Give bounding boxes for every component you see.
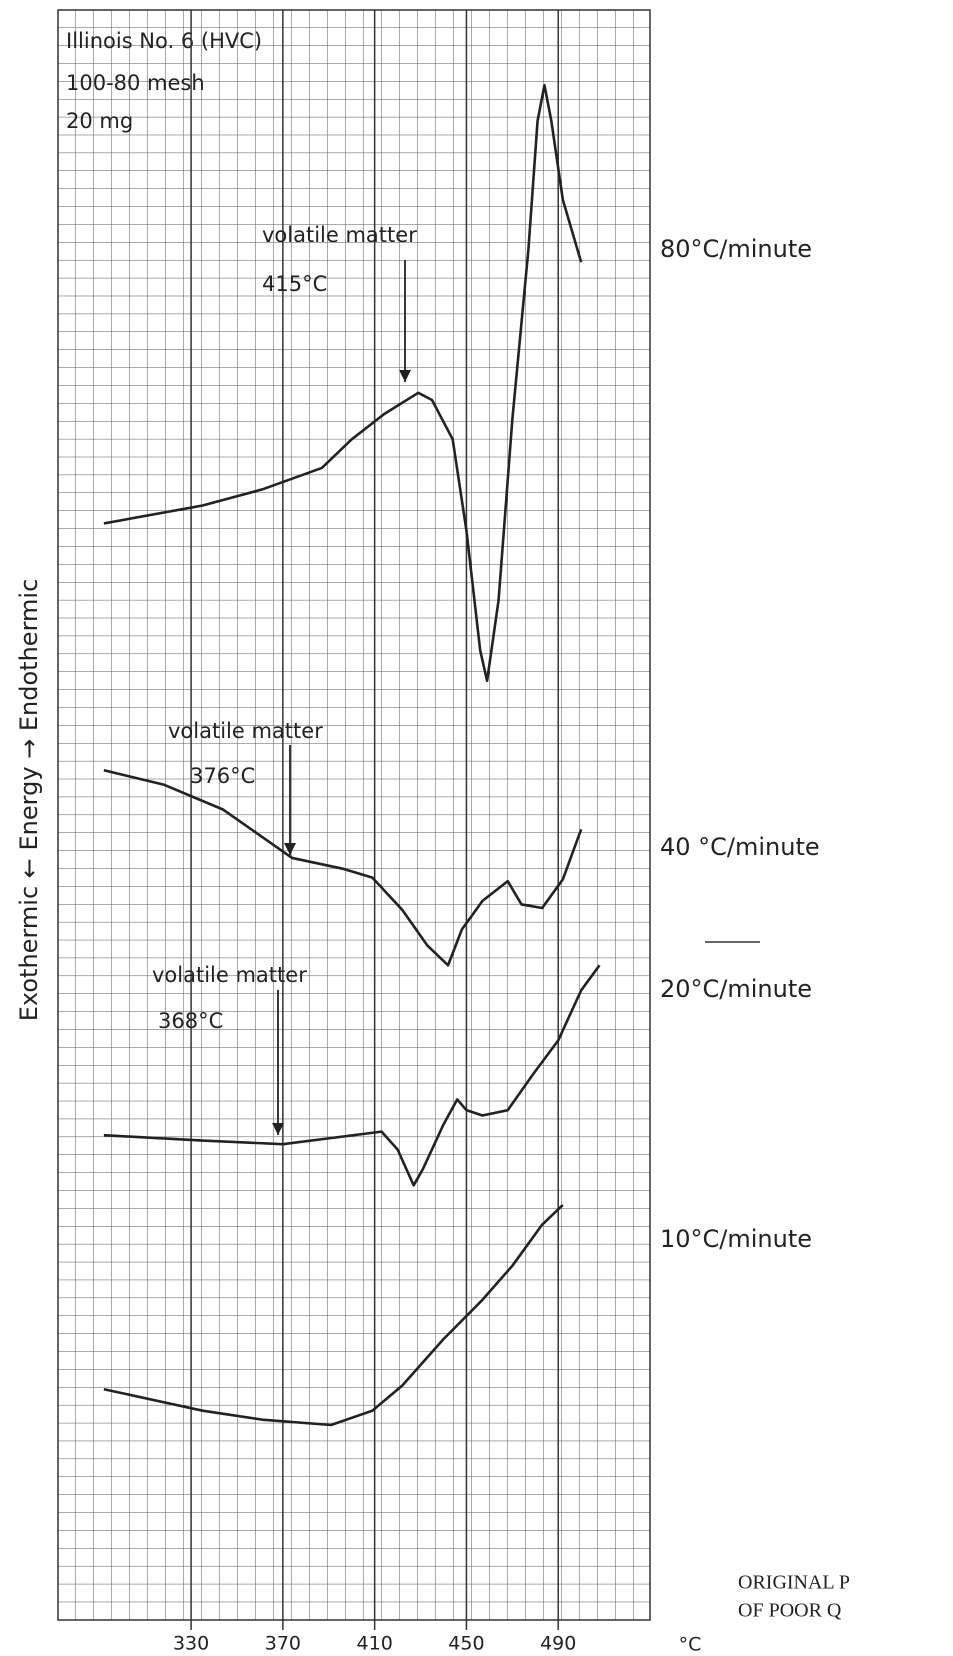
x-tick-label: 410 xyxy=(357,1633,393,1655)
annotation-label: 368°C xyxy=(158,1009,223,1033)
series-label: 20°C/minute xyxy=(660,975,812,1003)
x-tick-label: 450 xyxy=(448,1633,484,1655)
annotation: volatile matter xyxy=(152,963,307,987)
graph-paper xyxy=(57,9,651,1621)
series-label: 80°C/minute xyxy=(660,235,812,263)
arrow-head xyxy=(284,843,296,855)
arrow-head xyxy=(399,370,411,382)
note: 20 mg xyxy=(66,109,133,133)
curve xyxy=(103,83,583,683)
x-axis-label: °C xyxy=(679,1634,702,1656)
note: 100-80 mesh xyxy=(66,71,205,95)
curve xyxy=(103,964,601,1187)
series-label: 40 °C/minute xyxy=(660,833,820,861)
curve xyxy=(103,1204,564,1427)
annotation: volatile matter xyxy=(262,223,417,247)
annotation-label: 415°C xyxy=(262,272,327,296)
footer-text: ORIGINAL P xyxy=(738,1572,850,1594)
note: Illinois No. 6 (HVC) xyxy=(66,29,262,53)
curve xyxy=(103,769,583,967)
x-tick-label: 370 xyxy=(265,1633,301,1655)
annotation-label: 376°C xyxy=(190,764,255,788)
x-tick-label: 490 xyxy=(540,1633,576,1655)
footer-text: OF POOR Q xyxy=(738,1600,842,1622)
annotation: volatile matter xyxy=(168,719,323,743)
arrow-head xyxy=(272,1123,284,1135)
x-tick-label: 330 xyxy=(173,1633,209,1655)
y-axis-label: Exothermic ← Energy → Endothermic xyxy=(15,579,43,1022)
series-label: 10°C/minute xyxy=(660,1225,812,1253)
